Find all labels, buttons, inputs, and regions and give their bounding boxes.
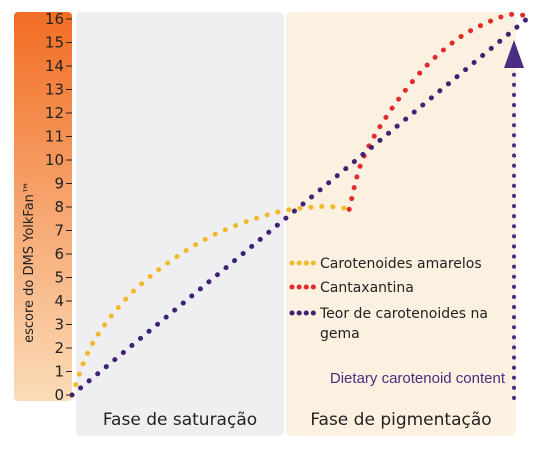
dietary-arrow [504,40,524,400]
y-tick-label: 2 [54,339,64,357]
annotation-dietary-carotenoid: Dietary carotenoid content [330,370,506,387]
y-tick-label: 0 [54,386,64,404]
y-axis-label: escore do DMS YolkFan™ [22,181,37,343]
series-line-2 [69,14,533,398]
y-tick-label: 7 [54,222,64,240]
y-tick-label: 15 [45,34,64,52]
phase-background-1 [286,12,516,436]
y-tick-label: 14 [45,57,64,75]
y-tick-label: 10 [45,151,64,169]
y-tick-label: 1 [54,363,64,381]
y-tick-label: 13 [45,81,64,99]
y-tick-label: 4 [54,292,64,310]
legend-label-0: Carotenoides amarelos [320,256,482,272]
series-line-0 [69,203,352,398]
arrow-head [504,40,524,68]
y-tick-label: 12 [45,104,64,122]
phase-label-1: Fase de pigmentação [310,410,491,430]
legend-label-2: Teor de carotenoides na gema [319,306,488,342]
y-axis-band [14,12,72,401]
y-tick-label: 16 [45,10,64,28]
y-tick-label: 9 [54,175,64,193]
y-tick-label: 8 [54,198,64,216]
y-tick-label: 11 [45,128,64,146]
series-lines [69,11,533,398]
y-tick-label: 5 [54,269,64,287]
legend: Carotenoides amarelos Cantaxantina Teor de… [289,256,488,342]
phase-labels: Fase de saturação Fase de pigmentação [103,410,492,430]
y-tick-label: 3 [54,316,64,334]
phase-backgrounds [76,12,516,436]
phase-label-0: Fase de saturação [103,410,257,430]
y-tick-label: 6 [54,245,64,263]
legend-label-1: Cantaxantina [320,280,414,296]
phase-background-0 [76,12,284,436]
